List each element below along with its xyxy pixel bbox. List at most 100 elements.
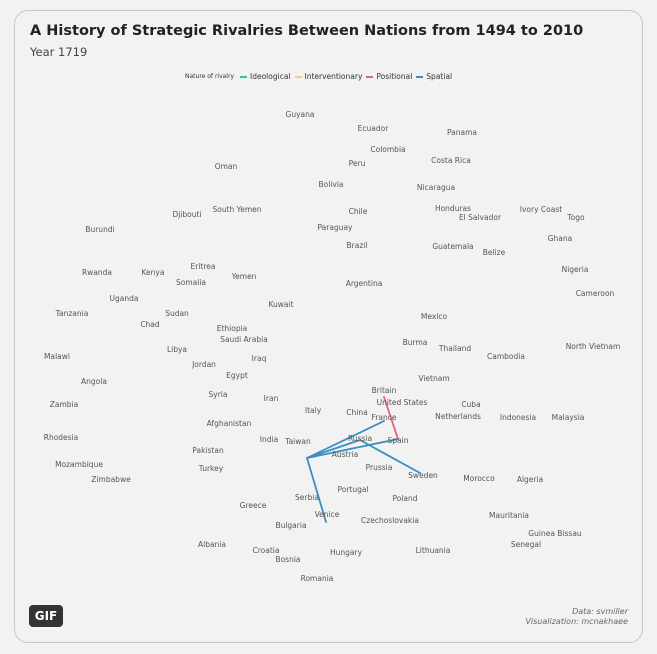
- legend-item-positional: Positional: [366, 72, 412, 81]
- country-label-libya: Libya: [167, 345, 187, 354]
- country-label-jordan: Jordan: [191, 360, 216, 369]
- gif-badge[interactable]: GIF: [29, 605, 63, 627]
- legend-label-positional: Positional: [376, 72, 413, 81]
- country-label-bolivia: Bolivia: [318, 180, 343, 189]
- country-label-india: India: [260, 435, 278, 444]
- country-label-angola: Angola: [81, 377, 107, 386]
- legend-swatch-spatial: [416, 75, 424, 78]
- country-label-venice: Venice: [315, 510, 340, 519]
- country-label-albania: Albania: [198, 540, 226, 549]
- country-label-austria: Austria: [332, 450, 359, 459]
- country-label-oman: Oman: [215, 162, 238, 171]
- country-label-france: France: [372, 413, 397, 422]
- country-label-saudi-arabia: Saudi Arabia: [220, 335, 268, 344]
- caption: Data: svmiller Visualization: mcnakhaee: [525, 607, 628, 627]
- country-label-bulgaria: Bulgaria: [275, 521, 306, 530]
- country-label-belize: Belize: [483, 248, 506, 257]
- visualization-credit: Visualization: mcnakhaee: [525, 617, 628, 626]
- country-label-tanzania: Tanzania: [55, 309, 89, 318]
- legend-item-spatial: Spatial: [416, 72, 452, 81]
- country-label-russia: Russia: [348, 434, 372, 443]
- country-label-colombia: Colombia: [370, 145, 405, 154]
- country-label-yemen: Yemen: [231, 272, 257, 281]
- country-label-guyana: Guyana: [286, 110, 315, 119]
- edge-britain-spain: [383, 396, 399, 440]
- legend-swatch-positional: [366, 75, 374, 78]
- country-label-eritrea: Eritrea: [191, 262, 216, 271]
- legend-title: Nature of rivalry: [185, 73, 234, 80]
- country-label-pakistan: Pakistan: [192, 446, 224, 455]
- country-label-cameroon: Cameroon: [576, 289, 615, 298]
- country-label-turkey: Turkey: [198, 464, 224, 473]
- country-label-brazil: Brazil: [347, 241, 368, 250]
- country-label-chad: Chad: [140, 320, 160, 329]
- country-label-malaysia: Malaysia: [552, 413, 585, 422]
- legend-label-ideological: Ideological: [250, 72, 291, 81]
- country-label-china: China: [346, 408, 367, 417]
- country-label-argentina: Argentina: [346, 279, 383, 288]
- rivalry-edges: [306, 396, 421, 523]
- country-label-rhodesia: Rhodesia: [44, 433, 79, 442]
- country-label-somalia: Somalia: [176, 278, 206, 287]
- country-label-burundi: Burundi: [85, 225, 114, 234]
- country-label-bosnia: Bosnia: [275, 555, 300, 564]
- legend-item-interventionary: Interventionary: [294, 72, 363, 81]
- legend-label-interventionary: Interventionary: [304, 72, 363, 81]
- country-label-mauritania: Mauritania: [489, 511, 529, 520]
- country-label-burma: Burma: [403, 338, 428, 347]
- country-label-croatia: Croatia: [253, 546, 280, 555]
- country-label-togo: Togo: [566, 213, 585, 222]
- country-label-vietnam: Vietnam: [418, 374, 449, 383]
- country-label-portugal: Portugal: [337, 485, 368, 494]
- legend-swatch-interventionary: [294, 75, 302, 78]
- edge-austria-spain: [306, 438, 399, 459]
- country-label-el-salvador: El Salvador: [459, 213, 502, 222]
- country-label-cuba: Cuba: [461, 400, 480, 409]
- country-label-nigeria: Nigeria: [562, 265, 589, 274]
- country-label-serbia: Serbia: [295, 493, 319, 502]
- country-label-syria: Syria: [209, 390, 228, 399]
- country-label-taiwan: Taiwan: [284, 437, 311, 446]
- country-label-nicaragua: Nicaragua: [417, 183, 455, 192]
- country-label-iran: Iran: [264, 394, 279, 403]
- country-label-mozambique: Mozambique: [55, 460, 103, 469]
- country-label-britain: Britain: [372, 386, 397, 395]
- chart-card: A History of Strategic Rivalries Between…: [14, 10, 643, 643]
- country-label-lithuania: Lithuania: [416, 546, 451, 555]
- country-label-honduras: Honduras: [435, 204, 471, 213]
- data-source: Data: svmiller: [572, 607, 628, 616]
- country-label-spain: Spain: [388, 436, 409, 445]
- edge-russia-sweden: [359, 439, 421, 474]
- country-labels: Guyana Ecuador Panama Colombia Peru Costa Ric…: [44, 110, 621, 583]
- country-label-paraguay: Paraguay: [317, 223, 353, 232]
- country-label-cambodia: Cambodia: [487, 352, 525, 361]
- country-label-greece: Greece: [240, 501, 267, 510]
- country-label-malawi: Malawi: [44, 352, 70, 361]
- country-label-afghanistan: Afghanistan: [207, 419, 252, 428]
- legend-swatch-ideological: [240, 75, 247, 78]
- country-label-thailand: Thailand: [438, 344, 471, 353]
- country-label-zimbabwe: Zimbabwe: [91, 475, 131, 484]
- country-label-mexico: Mexico: [421, 312, 448, 321]
- legend-item-ideological: Ideological: [240, 72, 291, 81]
- country-label-prussia: Prussia: [366, 463, 393, 472]
- country-label-iraq: Iraq: [252, 354, 267, 363]
- country-label-peru: Peru: [349, 159, 366, 168]
- legend: Nature of rivalry Ideological Interventi…: [185, 72, 452, 81]
- year-label: Year 1719: [30, 45, 88, 59]
- country-label-kenya: Kenya: [142, 268, 165, 277]
- country-label-poland: Poland: [392, 494, 417, 503]
- country-label-rwanda: Rwanda: [82, 268, 112, 277]
- country-label-algeria: Algeria: [517, 475, 543, 484]
- country-label-hungary: Hungary: [330, 548, 363, 557]
- country-label-chile: Chile: [349, 207, 368, 216]
- country-label-united-states: United States: [377, 398, 428, 407]
- country-label-indonesia: Indonesia: [500, 413, 536, 422]
- country-label-djibouti: Djibouti: [172, 210, 201, 219]
- edge-austria-russia: [306, 439, 361, 459]
- country-label-ghana: Ghana: [548, 234, 573, 243]
- country-label-costa-rica: Costa Rica: [431, 156, 471, 165]
- country-label-panama: Panama: [447, 128, 477, 137]
- country-label-zambia: Zambia: [50, 400, 78, 409]
- country-label-guatemala: Guatemala: [432, 242, 473, 251]
